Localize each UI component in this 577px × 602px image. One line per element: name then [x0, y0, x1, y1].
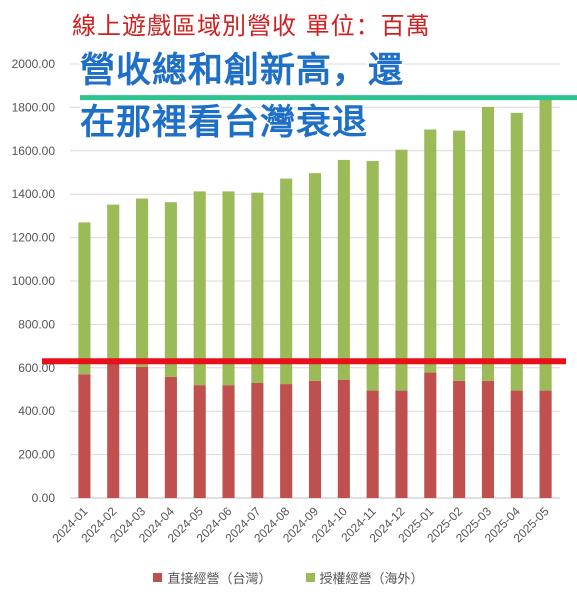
- bar-domestic: [251, 382, 264, 498]
- headline-line-1: 營收總和創新高，還: [80, 51, 405, 91]
- y-axis: 0.00 200.00 400.00 600.00 800.00 1000.00 1200.…: [12, 57, 56, 505]
- bar-domestic: [78, 374, 91, 498]
- bar-domestic: [481, 380, 494, 498]
- bar-domestic: [280, 384, 293, 498]
- bar-domestic: [222, 385, 235, 498]
- bar-domestic: [308, 380, 322, 498]
- reference-lines: [42, 95, 577, 365]
- y-tick-label: 200.00: [18, 448, 55, 462]
- bar-overseas: [164, 202, 177, 377]
- legend-item-overseas: 授權經營（海外）: [305, 568, 424, 587]
- y-tick-label: 400.00: [18, 404, 55, 418]
- legend-swatch-domestic: [153, 573, 163, 582]
- legend-label-domestic: 直接經營（台灣）: [167, 572, 272, 587]
- bar-domestic: [164, 376, 177, 498]
- bar-overseas: [193, 191, 206, 386]
- y-tick-label: 1800.00: [12, 100, 56, 114]
- bar-overseas: [308, 173, 322, 381]
- chart-title: 線上遊戲區域別營收 單位：百萬: [72, 12, 431, 40]
- y-tick-label: 1000.00: [12, 274, 56, 288]
- bar-overseas: [424, 129, 437, 373]
- x-axis: 2024-012024-022024-032024-042024-052024-…: [49, 504, 551, 545]
- bar-overseas: [280, 178, 293, 385]
- bar-overseas: [453, 130, 466, 381]
- headline-line-2: 在那裡看台灣衰退: [80, 103, 369, 143]
- bar-overseas: [251, 192, 264, 383]
- bar-domestic: [136, 366, 149, 498]
- bar-domestic: [193, 385, 206, 498]
- bar-domestic: [539, 390, 552, 498]
- bar-overseas: [337, 159, 350, 380]
- legend: 直接經營（台灣） 授權經營（海外）: [0, 568, 577, 587]
- bar-domestic: [510, 390, 523, 498]
- bar-overseas: [366, 160, 379, 391]
- bar-overseas: [539, 96, 552, 391]
- y-tick-label: 1400.00: [12, 187, 56, 201]
- bar-domestic: [424, 372, 437, 498]
- bar-domestic: [337, 379, 350, 498]
- bar-overseas: [136, 198, 149, 367]
- legend-swatch-overseas: [305, 573, 315, 582]
- bar-overseas: [222, 191, 235, 386]
- bar-domestic: [366, 390, 379, 498]
- bar-overseas: [395, 149, 408, 391]
- bar-overseas: [107, 204, 120, 364]
- bars: [78, 96, 552, 498]
- bar-domestic: [395, 390, 408, 498]
- bar-domestic: [107, 363, 120, 498]
- legend-label-overseas: 授權經營（海外）: [319, 572, 424, 587]
- bar-overseas: [510, 112, 523, 391]
- y-tick-label: 1600.00: [12, 144, 56, 158]
- y-tick-label: 1200.00: [12, 231, 56, 245]
- y-tick-label: 0.00: [32, 491, 56, 505]
- y-tick-label: 800.00: [18, 317, 55, 331]
- y-tick-label: 2000.00: [12, 57, 56, 71]
- y-tick-label: 600.00: [18, 361, 55, 375]
- bar-domestic: [453, 380, 466, 498]
- legend-item-domestic: 直接經營（台灣）: [153, 568, 272, 587]
- bar-overseas: [481, 106, 494, 381]
- bar-overseas: [78, 222, 91, 375]
